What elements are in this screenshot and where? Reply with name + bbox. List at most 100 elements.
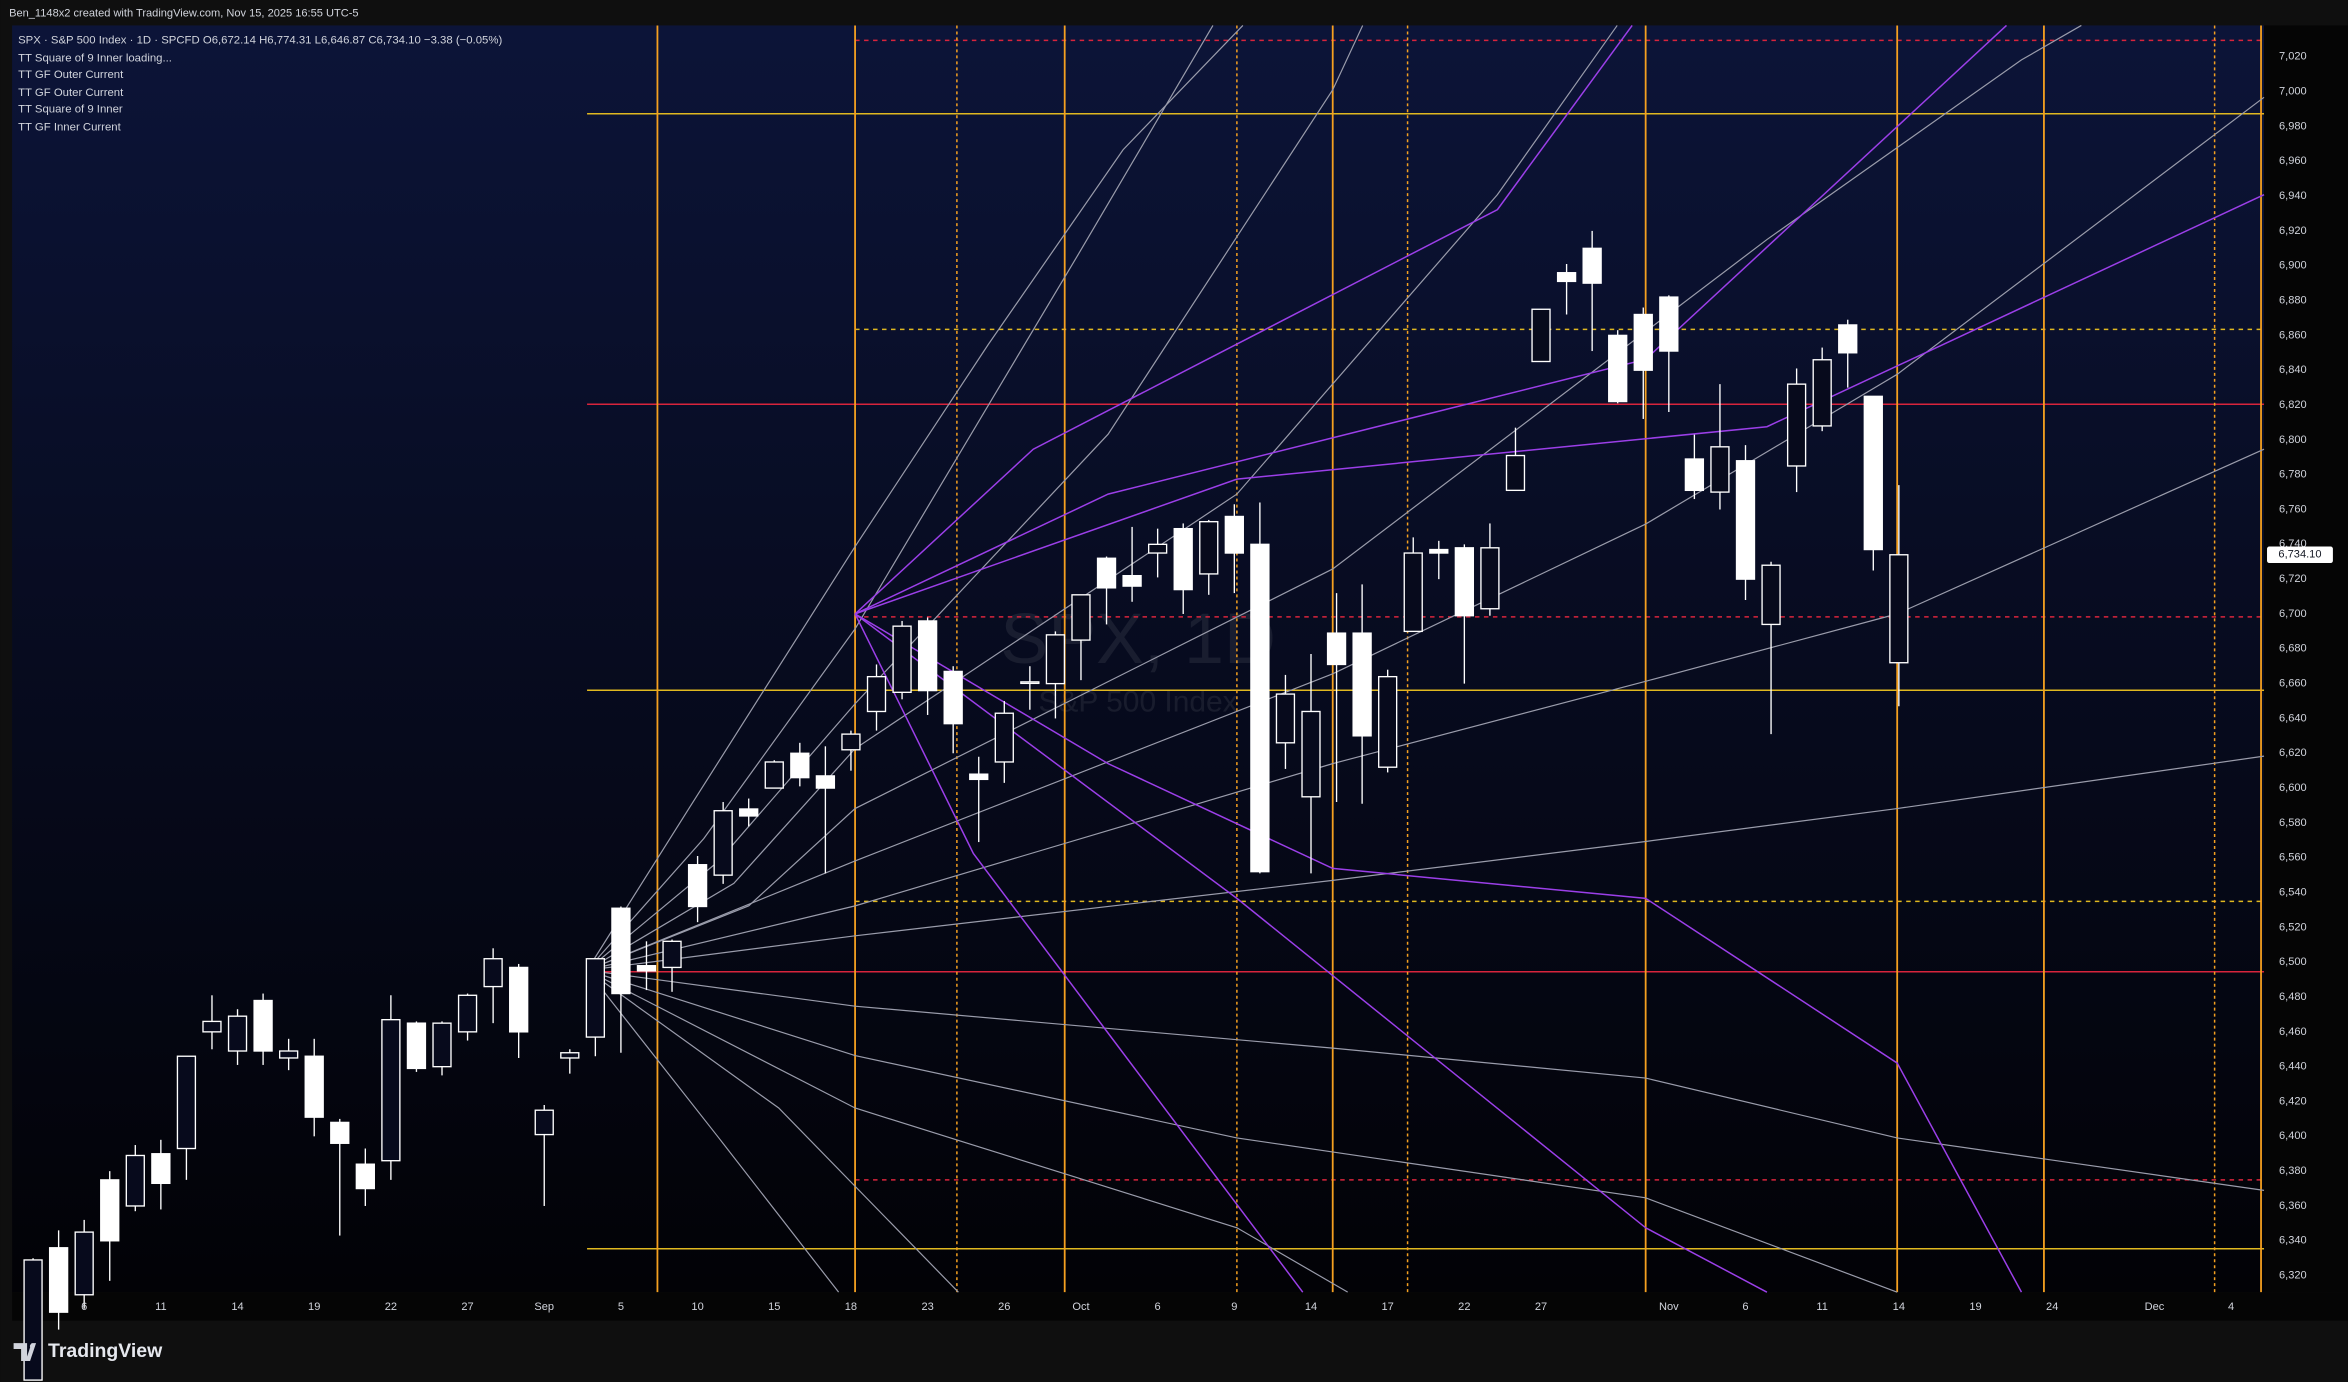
x-tick-label: Dec [2145, 1301, 2165, 1313]
indicator[interactable]: TT GF Inner Current [18, 121, 122, 133]
fan-line [586, 448, 2265, 971]
last-price-box [2267, 546, 2333, 564]
candle-body [1710, 446, 1730, 493]
y-tick-label: 6,680 [2279, 643, 2307, 655]
x-tick-label: 22 [1458, 1301, 1470, 1313]
candle-body [585, 958, 606, 1038]
y-tick-label: 6,940 [2279, 190, 2307, 202]
y-tick-label: 6,640 [2279, 712, 2307, 724]
candle-body [151, 1153, 171, 1185]
fan-line [586, 24, 2082, 971]
fan-lines [586, 24, 2265, 1293]
y-tick-label: 6,660 [2279, 678, 2307, 690]
candle-body [509, 966, 529, 1033]
fan-line [586, 25, 1214, 971]
candles [23, 230, 1909, 1381]
ohlc-high: H6,774.31 [259, 34, 311, 46]
candle-body [790, 752, 810, 779]
candle-body [1608, 334, 1628, 403]
candle-body [1429, 548, 1449, 554]
fan-line-purple [854, 613, 1768, 1293]
candle-body [1633, 313, 1653, 371]
price-axis-labels: 6,320 6,340 6,360 6,380 6,400 6,420 6,440 6,460… [2267, 51, 2333, 1282]
candle-body [1838, 324, 1858, 354]
fan-line [586, 969, 1348, 1293]
x-tick-label: 10 [691, 1301, 703, 1313]
candle-body [713, 810, 733, 876]
y-tick-label: 6,400 [2279, 1130, 2307, 1142]
y-tick-label: 6,480 [2279, 991, 2307, 1003]
candle-body [611, 907, 631, 995]
y-tick-label: 6,840 [2279, 364, 2307, 376]
x-tick-label: Nov [1659, 1301, 1679, 1313]
candle-body [1275, 693, 1296, 744]
candle-body [125, 1154, 145, 1207]
candle-body [1735, 460, 1756, 580]
candle-body [1045, 634, 1066, 685]
candle-body [994, 712, 1014, 763]
candle-body [432, 1022, 452, 1068]
x-tick-label: 14 [231, 1301, 243, 1313]
candle-body [1812, 359, 1832, 427]
y-tick-label: 6,460 [2279, 1026, 2307, 1038]
x-tick-label: 27 [461, 1301, 473, 1313]
candle-body [1786, 383, 1807, 467]
indicator[interactable]: TT Square of 9 Inner loading... [18, 52, 172, 64]
y-tick-label: 6,600 [2279, 782, 2307, 794]
candle-body [739, 808, 759, 817]
y-tick-label: 6,920 [2279, 225, 2307, 237]
indicator[interactable]: TT GF Outer Current [18, 87, 124, 99]
x-tick-label: 11 [1816, 1301, 1827, 1313]
y-tick-label: 6,320 [2279, 1270, 2307, 1282]
y-tick-label: 7,000 [2279, 86, 2307, 98]
ohlc-open: O6,672.14 [203, 34, 256, 46]
y-tick-label: 6,500 [2279, 956, 2307, 968]
candle-body [1556, 272, 1577, 283]
candle-body [1301, 710, 1321, 798]
levels [587, 39, 2265, 1250]
candle-body [1480, 547, 1500, 610]
y-tick-label: 6,820 [2279, 399, 2307, 411]
x-tick-label: 15 [768, 1301, 780, 1313]
y-tick-label: 7,020 [2279, 51, 2307, 63]
fan-line [586, 25, 1244, 971]
candle-body [1505, 454, 1526, 492]
candle-body [304, 1055, 324, 1118]
y-tick-label: 6,720 [2279, 573, 2307, 585]
indicator[interactable]: TT Square of 9 Inner [18, 103, 123, 115]
candle-body [1531, 308, 1551, 363]
candle-body [866, 675, 887, 713]
candle-body [1326, 632, 1347, 666]
y-tick-label: 6,900 [2279, 260, 2307, 272]
candle-body [969, 773, 989, 781]
x-tick-label: 27 [1535, 1301, 1547, 1313]
y-tick-label: 6,340 [2279, 1235, 2307, 1247]
y-tick-label: 6,880 [2279, 294, 2307, 306]
candle-body [764, 761, 784, 789]
candle-body [330, 1121, 350, 1144]
candle-body [1378, 675, 1398, 768]
candle-body [227, 1015, 248, 1052]
indicator[interactable]: TT GF Outer Current [18, 69, 124, 81]
x-tick-label: 23 [921, 1301, 933, 1313]
y-tick-label: 6,580 [2279, 817, 2307, 829]
y-tick-label: 6,960 [2279, 155, 2307, 167]
logo-dot [29, 1343, 35, 1349]
time-axis-labels: 6 11 14 19 22 27 Sep 5 10 15 18 23 26 Oct 6 9 14 17 22 27 No… [81, 1301, 2234, 1313]
x-tick-label: 19 [1969, 1301, 1981, 1313]
x-tick-label: 19 [308, 1301, 320, 1313]
candle-body [100, 1179, 120, 1242]
fan-line-purple [854, 613, 1304, 1293]
candle-body [1071, 594, 1091, 641]
candle-body [1352, 632, 1372, 737]
candle-body [636, 965, 657, 972]
x-tick-label: 11 [155, 1301, 166, 1313]
fan-line-purple [854, 613, 2023, 1293]
y-tick-label: 6,520 [2279, 921, 2307, 933]
footer: TradingView [13, 1340, 163, 1362]
candle-body [1122, 574, 1142, 587]
x-tick-label: 14 [1893, 1301, 1905, 1313]
fan-line [586, 25, 1618, 971]
candle-body [381, 1018, 401, 1162]
candle-body [406, 1022, 427, 1070]
